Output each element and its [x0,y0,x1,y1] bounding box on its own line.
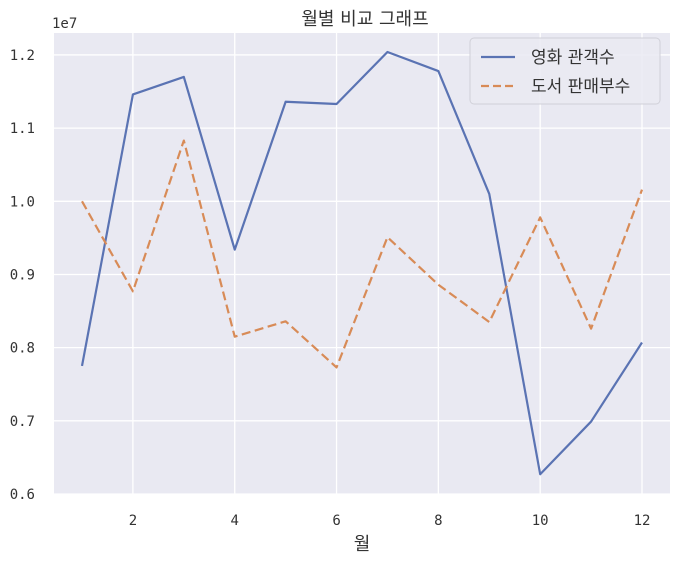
x-tick-label: 12 [634,513,651,529]
legend-label-movie: 영화 관객수 [531,48,615,68]
x-axis-label: 월 [354,534,371,555]
x-tick-label: 2 [129,513,137,529]
y-offset-label: 1e7 [52,16,77,32]
legend-label-books: 도서 판매부수 [531,77,630,97]
y-tick-label: 1.1 [10,121,35,137]
x-axis-ticks: 2 4 6 8 10 12 [129,513,651,529]
y-tick-label: 0.7 [10,414,35,430]
y-tick-label: 0.8 [10,341,35,357]
y-axis-ticks: 0.6 0.7 0.8 0.9 1.0 1.1 1.2 [10,48,35,503]
legend: 영화 관객수 도서 판매부수 [470,38,660,104]
chart-title: 월별 비교 그래프 [301,9,428,30]
y-tick-label: 1.0 [10,194,35,210]
x-tick-label: 8 [434,513,442,529]
y-tick-label: 0.9 [10,267,35,283]
x-tick-label: 6 [332,513,340,529]
x-tick-label: 10 [532,513,549,529]
y-tick-label: 0.6 [10,487,35,503]
x-tick-label: 4 [231,513,239,529]
y-tick-label: 1.2 [10,48,35,64]
